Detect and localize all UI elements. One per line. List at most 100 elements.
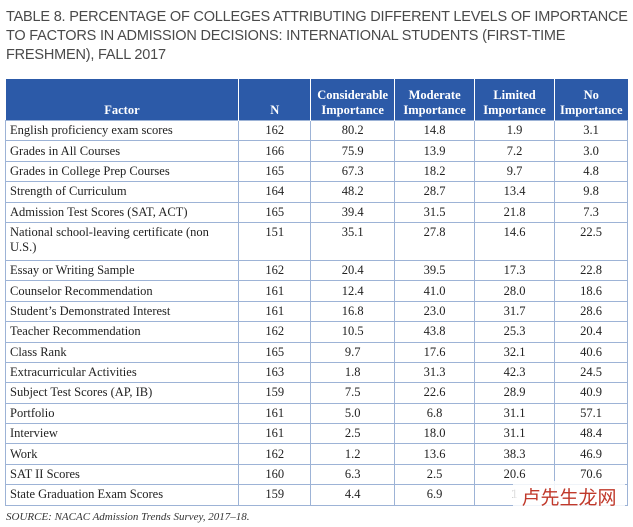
cell-considerable: 80.2	[310, 119, 396, 142]
cell-none: 40.6	[554, 341, 628, 363]
cell-considerable: 7.5	[310, 382, 396, 404]
table-body: English proficiency exam scores 162 80.2 14…	[4, 119, 628, 506]
cell-factor: Teacher Recommendation	[4, 321, 240, 343]
table-row: National school-leaving certificate (non…	[4, 221, 628, 261]
table-row: Admission Test Scores (SAT, ACT) 165 39.4 3…	[4, 201, 628, 223]
header-considerable: Considerable Importance	[310, 79, 396, 121]
cell-moderate: 13.6	[394, 443, 476, 465]
cell-factor: Portfolio	[4, 402, 240, 425]
cell-moderate: 6.8	[394, 402, 476, 425]
cell-factor: Student’s Demonstrated Interest	[4, 300, 240, 323]
cell-limited: 14.6	[474, 221, 555, 261]
cell-none: 22.8	[554, 259, 628, 282]
cell-factor: Strength of Curriculum	[4, 181, 240, 203]
cell-factor: Work	[4, 443, 240, 465]
cell-n: 161	[238, 280, 312, 302]
cell-moderate: 43.8	[394, 321, 476, 343]
cell-considerable: 4.4	[310, 484, 396, 506]
cell-limited: 31.1	[474, 423, 555, 445]
cell-limited: 13.4	[474, 181, 555, 203]
cell-n: 161	[238, 300, 312, 323]
cell-n: 159	[238, 484, 312, 506]
table-row: Interview 161 2.5 18.0 31.1 48.4	[4, 423, 628, 445]
cell-limited: 7.2	[474, 140, 555, 162]
table-title: TABLE 8. PERCENTAGE OF COLLEGES ATTRIBUT…	[6, 9, 628, 63]
cell-limited: 1.9	[474, 119, 555, 142]
cell-n: 163	[238, 361, 312, 384]
cell-considerable: 5.0	[310, 402, 396, 425]
cell-n: 161	[238, 402, 312, 425]
cell-limited: 28.9	[474, 382, 555, 404]
cell-factor: Extracurricular Activities	[4, 361, 240, 384]
cell-n: 162	[238, 443, 312, 465]
cell-limited: 28.0	[474, 280, 555, 302]
cell-n: 160	[238, 463, 312, 486]
cell-none: 18.6	[554, 280, 628, 302]
cell-none: 9.8	[554, 181, 628, 203]
cell-considerable: 48.2	[310, 181, 396, 203]
cell-factor: Interview	[4, 423, 240, 445]
cell-considerable: 6.3	[310, 463, 396, 486]
cell-moderate: 17.6	[394, 341, 476, 363]
cell-factor: SAT II Scores	[4, 463, 240, 486]
cell-limited: 9.7	[474, 160, 555, 183]
cell-none: 48.4	[554, 423, 628, 445]
cell-considerable: 20.4	[310, 259, 396, 282]
cell-none: 3.0	[554, 140, 628, 162]
cell-limited: 32.1	[474, 341, 555, 363]
cell-moderate: 27.8	[394, 221, 476, 261]
cell-n: 165	[238, 201, 312, 223]
cell-none: 4.8	[554, 160, 628, 183]
cell-factor: English proficiency exam scores	[4, 119, 240, 142]
cell-considerable: 75.9	[310, 140, 396, 162]
table-row: Strength of Curriculum 164 48.2 28.7 13.4 9.8	[4, 181, 628, 203]
cell-moderate: 6.9	[394, 484, 476, 506]
cell-moderate: 23.0	[394, 300, 476, 323]
cell-considerable: 9.7	[310, 341, 396, 363]
cell-moderate: 28.7	[394, 181, 476, 203]
cell-n: 162	[238, 119, 312, 142]
header-limited: Limited Importance	[474, 79, 555, 121]
table-row: Subject Test Scores (AP, IB) 159 7.5 22.6 28…	[4, 382, 628, 404]
header-n: N	[238, 79, 312, 121]
table-row: Teacher Recommendation 162 10.5 43.8 25.3 20.…	[4, 321, 628, 343]
cell-n: 165	[238, 341, 312, 363]
cell-n: 166	[238, 140, 312, 162]
cell-moderate: 22.6	[394, 382, 476, 404]
cell-factor: National school-leaving certificate (non…	[4, 221, 240, 261]
table-row: Portfolio 161 5.0 6.8 31.1 57.1	[4, 402, 628, 425]
cell-considerable: 1.2	[310, 443, 396, 465]
cell-considerable: 35.1	[310, 221, 396, 261]
cell-none: 46.9	[554, 443, 628, 465]
cell-factor: Grades in College Prep Courses	[4, 160, 240, 183]
cell-factor: State Graduation Exam Scores	[4, 484, 240, 506]
table-row: Grades in All Courses 166 75.9 13.9 7.2 3.0	[4, 140, 628, 162]
table-row: English proficiency exam scores 162 80.2 14…	[4, 119, 628, 142]
table-row: Work 162 1.2 13.6 38.3 46.9	[4, 443, 628, 465]
cell-n: 165	[238, 160, 312, 183]
cell-considerable: 67.3	[310, 160, 396, 183]
header-none: No Importance	[554, 79, 628, 121]
header-factor: Factor	[5, 79, 240, 121]
cell-moderate: 13.9	[394, 140, 476, 162]
cell-n: 159	[238, 382, 312, 404]
cell-factor: Subject Test Scores (AP, IB)	[4, 382, 240, 404]
admission-factors-table: Factor N Considerable Importance Moderat…	[4, 79, 628, 506]
table-row: Counselor Recommendation 161 12.4 41.0 28.0 1…	[4, 280, 628, 302]
cell-limited: 31.7	[474, 300, 555, 323]
table-row: Class Rank 165 9.7 17.6 32.1 40.6	[4, 341, 628, 363]
cell-limited: 42.3	[474, 361, 555, 384]
header-moderate: Moderate Importance	[394, 79, 476, 121]
cell-n: 162	[238, 259, 312, 282]
cell-none: 57.1	[554, 402, 628, 425]
cell-none: 7.3	[554, 201, 628, 223]
cell-limited: 38.3	[474, 443, 555, 465]
cell-moderate: 31.5	[394, 201, 476, 223]
cell-limited: 25.3	[474, 321, 555, 343]
cell-moderate: 18.2	[394, 160, 476, 183]
watermark-text: 卢先生龙网	[521, 487, 616, 509]
table-row: SAT II Scores 160 6.3 2.5 20.6 70.6	[4, 463, 628, 486]
table-row: Essay or Writing Sample 162 20.4 39.5 17.3 22…	[4, 259, 628, 282]
cell-none: 20.4	[554, 321, 628, 343]
table-row: Student’s Demonstrated Interest 161 16.8 23…	[4, 300, 628, 323]
